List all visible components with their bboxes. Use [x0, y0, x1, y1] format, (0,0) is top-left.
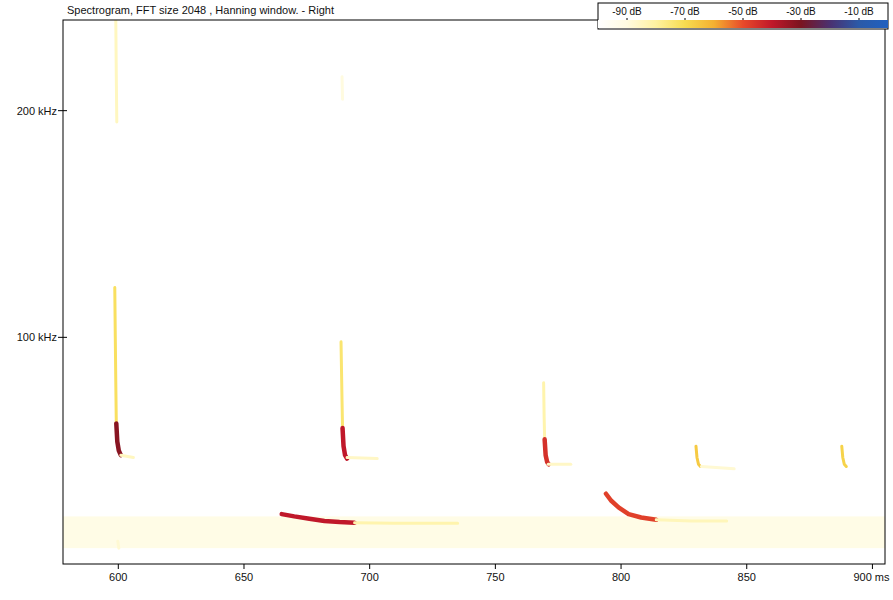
colorbar-label: -90 dB [612, 6, 642, 17]
y-tick-label: 100 kHz [17, 331, 57, 343]
colorbar-label: -50 dB [728, 6, 758, 17]
colorbar-label: -30 dB [786, 6, 816, 17]
colorbar-tick [627, 18, 628, 20]
call-trace [696, 446, 701, 466]
call-trace [545, 439, 549, 464]
call-trace [656, 520, 726, 521]
plot-frame [63, 20, 885, 564]
call-trace [548, 463, 571, 466]
call-trace [116, 20, 117, 122]
x-tick [118, 564, 119, 569]
call-trace [343, 428, 348, 459]
x-tick-label: 600 [109, 571, 127, 583]
x-tick-label: 850 [738, 571, 756, 583]
x-tick [872, 564, 873, 569]
y-tick-label: 200 kHz [17, 105, 57, 117]
chart: Spectrogram, FFT size 2048 , Hanning win… [0, 0, 893, 600]
x-tick-label: 900 ms [853, 571, 890, 583]
call-trace [702, 467, 735, 469]
call-trace [606, 494, 656, 520]
colorbar-label: -10 dB [844, 6, 874, 17]
call-trace [341, 77, 345, 100]
call-trace [544, 383, 545, 440]
x-tick-label: 800 [612, 571, 630, 583]
title: Spectrogram, FFT size 2048 , Hanning win… [67, 4, 334, 16]
call-trace [115, 287, 117, 423]
plot-marks [63, 20, 885, 548]
x-tick [243, 564, 244, 569]
x-tick [369, 564, 370, 569]
call-trace [118, 541, 119, 548]
noise-band [63, 516, 885, 548]
colorbar-gradient [598, 20, 888, 28]
call-trace [347, 457, 377, 458]
colorbar-box [598, 3, 888, 29]
call-trace [116, 423, 121, 455]
call-trace [842, 446, 847, 466]
call-trace [282, 514, 355, 523]
call-trace [341, 342, 343, 428]
x-tick-label: 750 [486, 571, 504, 583]
y-tick [58, 110, 67, 111]
x-tick [495, 564, 496, 569]
colorbar-label: -70 dB [670, 6, 700, 17]
x-tick [746, 564, 747, 569]
y-tick [58, 337, 67, 338]
x-tick-label: 700 [360, 571, 378, 583]
x-tick-label: 650 [235, 571, 253, 583]
colorbar-tick [685, 18, 686, 20]
call-trace [355, 521, 458, 524]
colorbar-tick [859, 18, 860, 20]
call-trace [121, 455, 134, 457]
x-tick [621, 564, 622, 569]
colorbar-tick [801, 18, 802, 20]
colorbar-tick [743, 18, 744, 20]
